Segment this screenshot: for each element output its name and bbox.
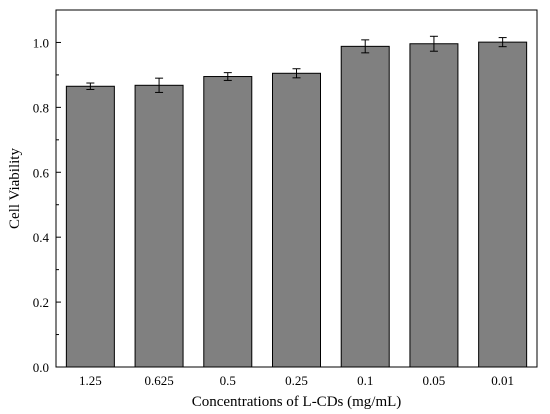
x-tick-label: 1.25 <box>79 373 102 388</box>
bar <box>134 84 184 368</box>
error-bar <box>361 39 370 54</box>
x-tick-label: 0.5 <box>220 373 236 388</box>
y-tick-label: 0.4 <box>33 230 50 245</box>
bar <box>409 43 459 368</box>
y-tick-label: 0.2 <box>33 295 49 310</box>
error-bar <box>86 82 95 91</box>
x-axis-title: Concentrations of L-CDs (mg/mL) <box>192 394 402 410</box>
y-tick-label: 0.8 <box>33 100 49 115</box>
bars <box>65 41 528 368</box>
y-tick-label: 0.6 <box>33 165 50 180</box>
y-tick-label: 0.0 <box>33 360 49 375</box>
bar <box>478 41 528 368</box>
x-axis: 1.25 0.625 0.5 0.25 0.1 0.05 0.01 <box>79 373 514 388</box>
x-tick-label: 0.625 <box>144 373 173 388</box>
y-axis: 0.0 0.2 0.4 0.6 0.8 1.0 <box>33 35 61 375</box>
x-tick-label: 0.25 <box>285 373 308 388</box>
x-tick-label: 0.1 <box>357 373 373 388</box>
y-tick-label: 1.0 <box>33 35 49 50</box>
error-bar <box>498 37 507 48</box>
bar <box>272 72 321 368</box>
error-bar <box>292 68 301 79</box>
error-bar <box>429 35 438 52</box>
error-bar <box>223 72 232 81</box>
plot-frame <box>55 9 538 368</box>
x-tick-label: 0.01 <box>491 373 514 388</box>
error-bars <box>86 35 507 93</box>
x-tick-label: 0.05 <box>423 373 446 388</box>
y-axis-title: Cell Viability <box>7 148 23 229</box>
bar <box>65 85 115 368</box>
error-bar <box>155 77 164 93</box>
bar <box>340 45 390 368</box>
bar <box>203 76 253 368</box>
